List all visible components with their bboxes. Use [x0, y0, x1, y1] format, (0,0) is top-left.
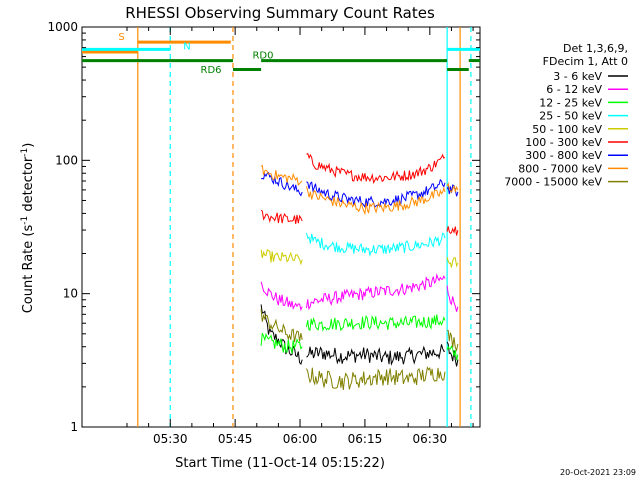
series-line [306, 273, 446, 311]
legend-label: 3 - 6 keV [553, 70, 602, 83]
legend-label: 7000 - 15000 keV [504, 176, 602, 189]
series-line [260, 332, 303, 354]
series-lines [260, 152, 459, 390]
y-axis-label-part: detector [21, 156, 36, 216]
legend-label: 6 - 12 keV [546, 83, 602, 96]
y-axis-label-superscript: -1 [20, 148, 30, 157]
y-tick-label: 10 [63, 287, 78, 301]
series-line [446, 181, 459, 194]
series-line [260, 164, 303, 186]
legend-label: 25 - 50 keV [539, 110, 602, 123]
series-line [446, 256, 459, 268]
series-line [306, 314, 446, 332]
legend-header: FDecim 1, Att 0 [543, 55, 628, 68]
series-line [446, 344, 459, 361]
series-line [306, 178, 446, 209]
series-line [306, 152, 446, 185]
series-line [260, 209, 303, 224]
series-line [306, 344, 446, 366]
x-tick-label: 05:30 [153, 432, 188, 446]
legend-label: 300 - 800 keV [525, 149, 602, 162]
y-axis-label-part: Count Rate (s [21, 225, 36, 314]
footer-timestamp: 20-Oct-2021 23:09 [560, 468, 636, 477]
series-line [306, 232, 446, 257]
series-line [446, 341, 459, 367]
plot-frame [81, 26, 481, 428]
series-line [447, 330, 459, 352]
state-label-s: S [118, 32, 124, 43]
series-line [446, 184, 459, 197]
y-axis-label-superscript: -1 [20, 216, 30, 225]
series-line [446, 226, 459, 236]
y-tick-label: 100 [55, 153, 78, 167]
series-line [446, 285, 459, 312]
y-tick-label: 1000 [47, 20, 78, 34]
series-line [306, 186, 446, 216]
series-line [260, 281, 303, 312]
legend-label: 12 - 25 keV [539, 96, 602, 109]
x-tick-label: 05:45 [218, 432, 253, 446]
vertical-markers [137, 27, 472, 427]
x-axis-label: Start Time (11-Oct-14 05:15:22) [175, 456, 385, 471]
x-tick-label: 06:30 [413, 432, 448, 446]
y-axis-label: Count Rate (s-1 detector-1) [20, 143, 36, 314]
axes: 05:30 05:45 06:00 06:15 06:30 1 10 100 1000 [47, 20, 480, 446]
legend-label: 800 - 7000 keV [518, 162, 602, 175]
series-line [260, 249, 303, 266]
legend-label: 100 - 300 keV [525, 136, 602, 149]
x-tick-label: 06:15 [348, 432, 383, 446]
x-tick-label: 06:00 [283, 432, 318, 446]
series-line [306, 366, 446, 390]
plot-region [81, 26, 481, 428]
legend-label: 50 - 100 keV [532, 123, 602, 136]
y-tick-label: 1 [70, 420, 78, 434]
state-label-n: N [183, 41, 190, 52]
y-axis-label-part: ) [21, 143, 36, 148]
state-label-rd0: RD0 [252, 51, 273, 62]
series-line [260, 309, 303, 343]
state-annotations: S N RD0 RD6 [82, 32, 480, 76]
legend-header: Det 1,3,6,9, [563, 42, 628, 55]
chart-title: RHESSI Observing Summary Count Rates [125, 4, 435, 22]
state-label-rd6: RD6 [201, 65, 222, 76]
